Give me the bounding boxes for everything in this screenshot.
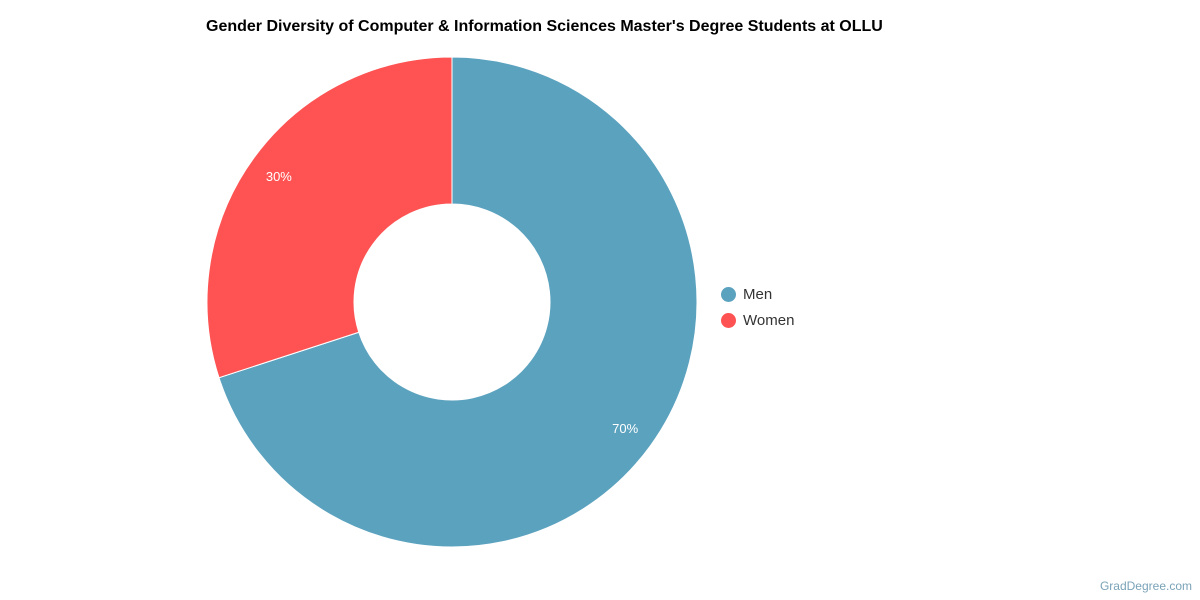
legend-label: Women bbox=[743, 311, 795, 329]
legend: Men Women bbox=[721, 281, 794, 333]
legend-item-men[interactable]: Men bbox=[721, 281, 794, 307]
credit-link[interactable]: GradDegree.com bbox=[1099, 579, 1192, 593]
data-label: 70% bbox=[612, 421, 638, 436]
legend-swatch-men bbox=[721, 286, 736, 302]
chart-title: Gender Diversity of Computer & Informati… bbox=[206, 18, 883, 35]
slice-men[interactable] bbox=[218, 56, 698, 548]
data-label: 30% bbox=[266, 169, 292, 184]
legend-item-women[interactable]: Women bbox=[721, 307, 794, 333]
slice-women[interactable] bbox=[206, 56, 453, 379]
legend-swatch-women bbox=[721, 312, 736, 328]
legend-label: Men bbox=[743, 285, 773, 303]
